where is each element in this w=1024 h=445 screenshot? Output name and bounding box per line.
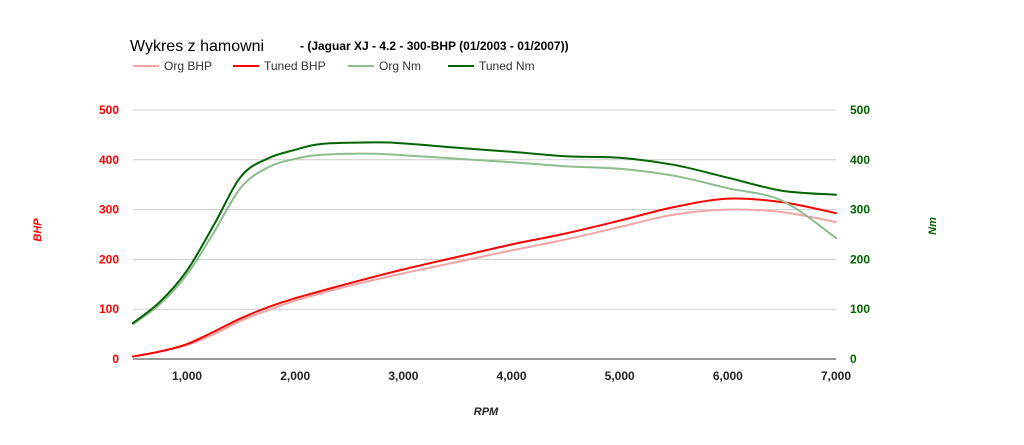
legend-label-tuned-bhp: Tuned BHP [264, 59, 326, 73]
chart-subtitle: - (Jaguar XJ - 4.2 - 300-BHP (01/2003 - … [300, 39, 569, 53]
y-tick-left-label: 0 [112, 352, 119, 366]
y-tick-right-label: 100 [850, 302, 870, 316]
legend-label-tuned-nm: Tuned Nm [479, 59, 535, 73]
series-line-org-nm [132, 152, 837, 326]
y-axis-left-label: BHP [32, 218, 44, 242]
series-line-org-bhp [132, 208, 837, 358]
x-tick-label: 7,000 [821, 369, 851, 383]
y-tick-left-label: 500 [99, 103, 119, 117]
y-tick-right-label: 300 [850, 203, 870, 217]
x-axis-label: RPM [474, 406, 499, 418]
x-tick-label: 6,000 [713, 369, 743, 383]
x-tick-label: 5,000 [605, 369, 635, 383]
x-axis-ticks: 1,000 2,000 3,000 4,000 5,000 6,000 7,000 [172, 369, 851, 383]
x-tick-label: 2,000 [280, 369, 310, 383]
series-lines [132, 141, 837, 358]
series-line-tuned-nm [132, 141, 837, 325]
y-axis-right-label: Nm [927, 217, 939, 235]
y-tick-right-label: 0 [850, 352, 857, 366]
series-line-tuned-bhp [132, 197, 837, 358]
legend-label-org-nm: Org Nm [379, 59, 421, 73]
x-tick-label: 4,000 [497, 369, 527, 383]
y-axis-right-ticks: 0 100 200 300 400 500 [850, 103, 870, 366]
y-tick-right-label: 400 [850, 153, 870, 167]
legend: Org BHP Tuned BHP Org Nm Tuned Nm [133, 59, 535, 73]
y-tick-left-label: 400 [99, 153, 119, 167]
y-tick-left-label: 300 [99, 203, 119, 217]
legend-label-org-bhp: Org BHP [164, 59, 212, 73]
y-tick-right-label: 500 [850, 103, 870, 117]
y-tick-left-label: 100 [99, 302, 119, 316]
y-tick-left-label: 200 [99, 252, 119, 266]
x-tick-label: 1,000 [172, 369, 202, 383]
x-tick-label: 3,000 [388, 369, 418, 383]
y-tick-right-label: 200 [850, 252, 870, 266]
y-axis-left-ticks: 0 100 200 300 400 500 [99, 103, 119, 366]
chart-title: Wykres z hamowni [130, 38, 264, 55]
